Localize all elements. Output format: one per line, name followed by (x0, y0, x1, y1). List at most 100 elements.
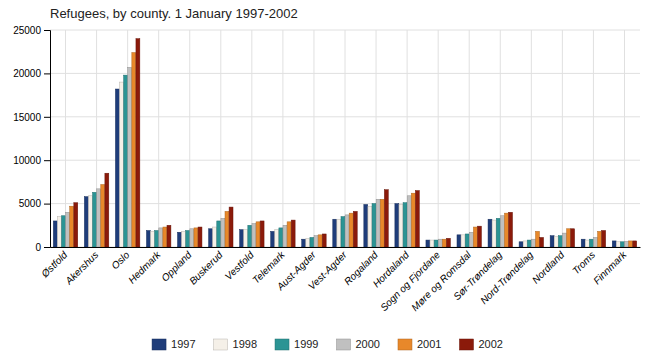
title: Refugees, by county. 1 January 1997-2002 (50, 6, 298, 21)
tick-label: Nord-Trøndelag (478, 249, 535, 306)
grid-line (189, 30, 190, 247)
bar (519, 242, 523, 247)
bar (465, 234, 469, 247)
tick-label: Nordland (530, 249, 567, 286)
bar (128, 67, 132, 247)
bar (602, 231, 606, 247)
tick: 20000 (13, 68, 50, 79)
bar (302, 239, 306, 247)
bar-series (70, 53, 633, 247)
legend-item: 2000 (337, 338, 380, 350)
bar (74, 203, 78, 247)
tick-label: Østfold (39, 249, 70, 280)
bar (353, 211, 357, 247)
bar (345, 215, 349, 247)
tick-label: 20000 (13, 68, 41, 79)
bar (66, 212, 70, 247)
legend-item: 1997 (152, 338, 195, 350)
tick: Buskerud (187, 247, 225, 287)
tick: 10000 (13, 155, 50, 166)
bar (306, 238, 310, 247)
tick: Oslo (109, 247, 132, 271)
bar (633, 241, 637, 247)
bar (589, 239, 593, 247)
tick-label: Vest-Agder (306, 249, 349, 292)
bar (213, 227, 217, 247)
bar (540, 237, 544, 247)
bar (612, 241, 616, 247)
bar (457, 235, 461, 247)
bar (209, 229, 213, 247)
bar (364, 204, 368, 247)
bar (84, 197, 88, 247)
bar (581, 239, 585, 247)
tick-label: Hedmark (126, 248, 163, 285)
bar (283, 225, 287, 247)
bar (322, 234, 326, 247)
bar (500, 216, 504, 247)
axis-line (51, 247, 641, 248)
bar (182, 231, 186, 247)
tick-mark (44, 30, 50, 31)
grid (50, 30, 640, 247)
bar (136, 39, 140, 247)
bar (426, 240, 430, 247)
legend-swatch (214, 339, 228, 350)
bar (221, 218, 225, 247)
tick-label: 5000 (19, 198, 42, 209)
chart: Refugees, by county. 1 January 1997-2002… (0, 0, 655, 362)
tick: Hedmark (126, 247, 163, 286)
bar (244, 230, 248, 247)
bar (496, 218, 500, 247)
bar (376, 199, 380, 247)
bar (446, 238, 450, 247)
bar (349, 213, 353, 247)
legend-item: 2001 (398, 338, 441, 350)
tick-label: 0 (35, 242, 41, 253)
grid-line (282, 30, 283, 247)
tick: Møre og Romsdal (409, 247, 474, 313)
bar (372, 204, 376, 247)
legend-label: 1999 (294, 338, 318, 350)
legend-label: 1998 (233, 338, 257, 350)
tick: Vest-Agder (306, 247, 349, 292)
bar (395, 204, 399, 247)
bar (434, 240, 438, 247)
legend-swatch (275, 339, 289, 350)
tick-label: Akershus (63, 249, 101, 287)
tick: Troms (570, 247, 597, 276)
legend-item: 1998 (214, 338, 257, 350)
bar (504, 213, 508, 247)
tick-label: 25000 (13, 25, 41, 36)
bar (469, 232, 473, 247)
bar (567, 229, 571, 247)
tick: Akershus (63, 247, 101, 287)
grid-line (500, 30, 501, 247)
bar (70, 206, 74, 247)
grid-line (313, 30, 314, 247)
tick-label: Buskerud (187, 249, 225, 287)
legend-label: 2000 (356, 338, 380, 350)
bar (523, 241, 527, 247)
bar (415, 191, 419, 247)
bars (53, 39, 636, 247)
x-axis: ØstfoldAkershusOsloHedmarkOpplandBuskeru… (39, 247, 641, 313)
bar (167, 225, 171, 247)
bar (562, 233, 566, 247)
bar (629, 241, 633, 247)
bar (341, 217, 345, 247)
bar (62, 216, 66, 247)
legend-item: 1999 (275, 338, 318, 350)
bar (384, 190, 388, 247)
bar-series (62, 75, 625, 247)
bar (509, 212, 513, 247)
bar (310, 237, 314, 247)
legend-swatch (398, 339, 412, 350)
tick: Nordland (530, 247, 567, 286)
legend-item: 2002 (459, 338, 502, 350)
bar (101, 185, 105, 247)
bar (256, 222, 260, 247)
bar (554, 237, 558, 247)
bar (146, 231, 150, 247)
legend-label: 1997 (171, 338, 195, 350)
